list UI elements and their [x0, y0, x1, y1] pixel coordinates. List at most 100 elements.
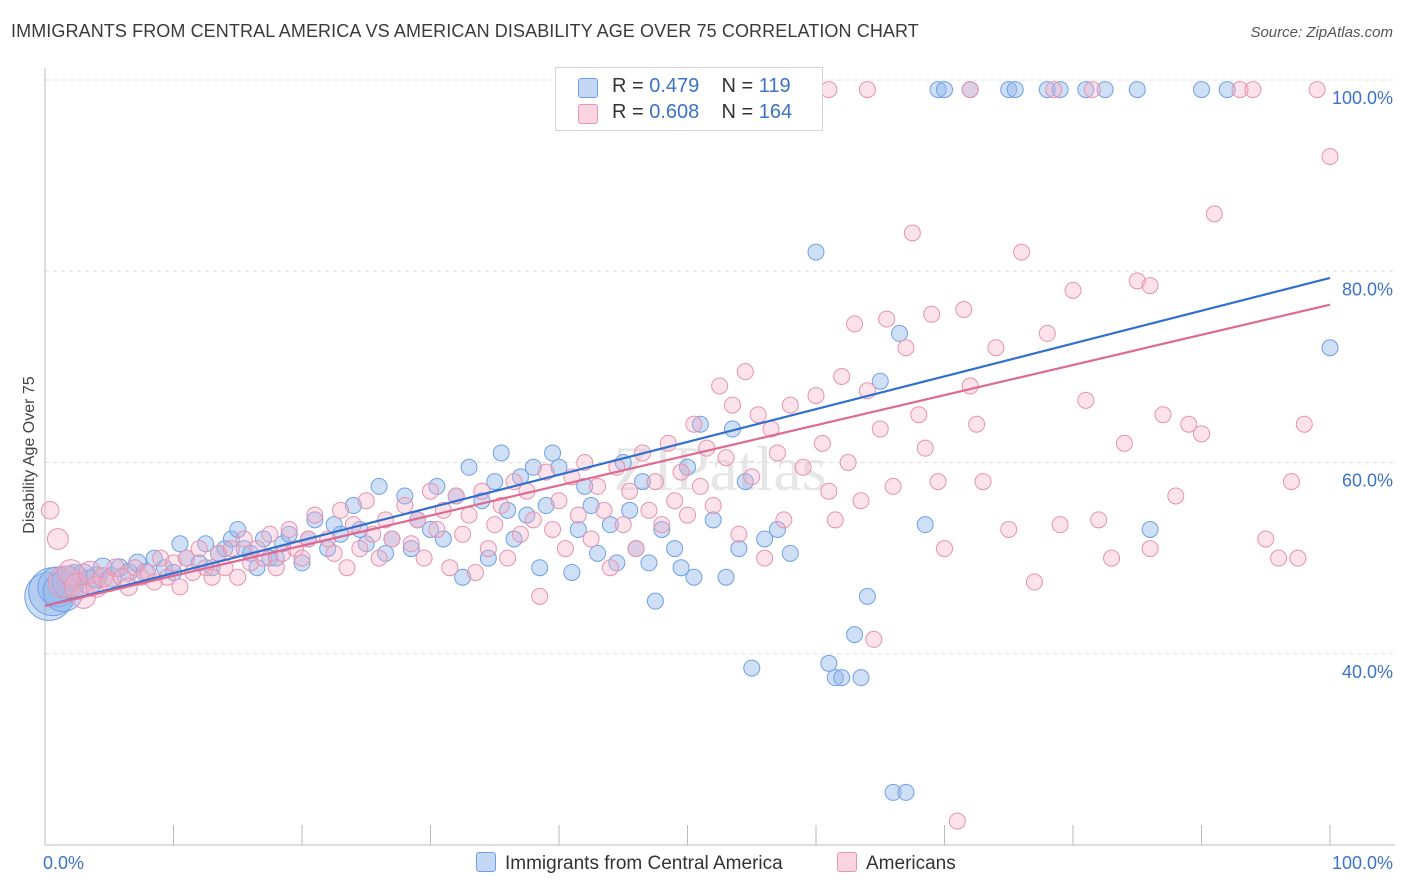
- point-americans: [47, 565, 81, 599]
- point-americans: [1000, 520, 1018, 538]
- point-immigrants: [1218, 81, 1236, 99]
- point-immigrants: [672, 559, 690, 577]
- legend-r-label: R =: [612, 75, 644, 97]
- point-americans: [1321, 148, 1339, 165]
- point-americans: [267, 559, 285, 577]
- point-americans: [524, 511, 542, 529]
- point-immigrants: [280, 525, 298, 543]
- watermark: ZIPatlas: [613, 433, 826, 504]
- point-immigrants: [460, 458, 478, 476]
- point-immigrants: [479, 549, 497, 567]
- point-americans: [422, 482, 439, 500]
- point-americans: [1244, 81, 1262, 99]
- point-americans: [736, 363, 754, 381]
- point-americans: [929, 473, 947, 491]
- point-americans: [280, 520, 298, 538]
- point-americans: [499, 549, 517, 567]
- point-immigrants: [370, 477, 388, 495]
- point-americans: [1289, 549, 1307, 567]
- data-points: [24, 81, 1339, 830]
- point-americans: [1051, 516, 1069, 534]
- point-immigrants: [37, 566, 79, 608]
- point-americans: [852, 492, 870, 510]
- point-americans: [1154, 406, 1172, 424]
- point-americans: [1193, 425, 1210, 443]
- point-americans: [261, 525, 279, 543]
- point-americans: [646, 473, 664, 491]
- point-americans: [165, 554, 182, 572]
- legend-swatch-pink: [578, 104, 598, 124]
- point-americans: [550, 492, 568, 510]
- point-americans: [466, 563, 484, 581]
- point-americans: [897, 339, 915, 357]
- point-americans: [1013, 243, 1031, 261]
- point-immigrants: [1193, 81, 1210, 99]
- point-americans: [357, 492, 375, 510]
- point-immigrants: [640, 554, 658, 572]
- point-immigrants: [833, 669, 851, 687]
- point-immigrants: [646, 592, 664, 610]
- point-immigrants: [582, 497, 600, 515]
- trend-line-immigrants: [44, 276, 1331, 608]
- bottom-legend-immigrants: Immigrants from Central America: [476, 852, 783, 875]
- point-americans: [820, 81, 838, 99]
- point-immigrants: [820, 654, 838, 672]
- point-americans: [556, 540, 574, 558]
- point-americans: [370, 549, 388, 567]
- point-americans: [666, 492, 684, 510]
- point-americans: [711, 377, 729, 395]
- point-americans: [235, 530, 253, 548]
- legend-swatch-pink: [837, 852, 857, 872]
- point-americans: [1231, 81, 1249, 99]
- point-americans: [691, 477, 709, 495]
- point-immigrants: [544, 444, 562, 462]
- point-americans: [1282, 473, 1300, 491]
- point-americans: [460, 506, 478, 524]
- point-americans: [511, 525, 529, 543]
- point-americans: [749, 406, 767, 424]
- point-americans: [338, 559, 356, 577]
- point-immigrants: [858, 587, 876, 605]
- point-americans: [961, 377, 979, 395]
- point-americans: [1180, 415, 1198, 433]
- point-immigrants: [492, 444, 510, 462]
- point-immigrants: [717, 568, 735, 586]
- legend-n-label: N =: [721, 75, 754, 97]
- point-americans: [486, 516, 504, 534]
- point-immigrants: [344, 497, 362, 515]
- point-americans: [627, 540, 645, 558]
- point-americans: [614, 516, 632, 534]
- point-americans: [987, 339, 1005, 357]
- point-immigrants: [531, 559, 549, 577]
- point-americans: [40, 501, 60, 520]
- point-americans: [1128, 272, 1146, 290]
- correlation-legend: R = 0.479 N = 119 R = 0.608 N = 164: [555, 67, 823, 131]
- point-immigrants: [691, 415, 709, 433]
- trend-lines: [44, 276, 1331, 608]
- point-americans: [1295, 415, 1313, 433]
- point-americans: [177, 549, 195, 567]
- point-immigrants: [826, 669, 844, 687]
- point-americans: [57, 559, 84, 586]
- point-americans: [961, 81, 979, 99]
- point-americans: [846, 315, 864, 333]
- point-americans: [544, 520, 562, 538]
- legend-swatch-blue: [578, 78, 598, 98]
- point-immigrants: [897, 783, 915, 801]
- point-immigrants: [768, 520, 786, 538]
- point-americans: [871, 420, 889, 438]
- point-americans: [833, 367, 851, 385]
- point-americans: [1025, 573, 1043, 591]
- point-americans: [415, 549, 433, 567]
- point-immigrants: [871, 372, 889, 390]
- x-tick-label: 0.0%: [43, 853, 84, 873]
- point-immigrants: [61, 563, 88, 591]
- legend-r-label: R =: [612, 101, 644, 123]
- point-immigrants: [293, 554, 311, 572]
- point-americans: [820, 482, 838, 500]
- point-immigrants: [1000, 81, 1018, 99]
- legend-r-value: 0.479: [649, 75, 700, 97]
- bottom-legend-label: Americans: [866, 853, 956, 874]
- point-americans: [106, 558, 125, 577]
- point-immigrants: [569, 520, 587, 538]
